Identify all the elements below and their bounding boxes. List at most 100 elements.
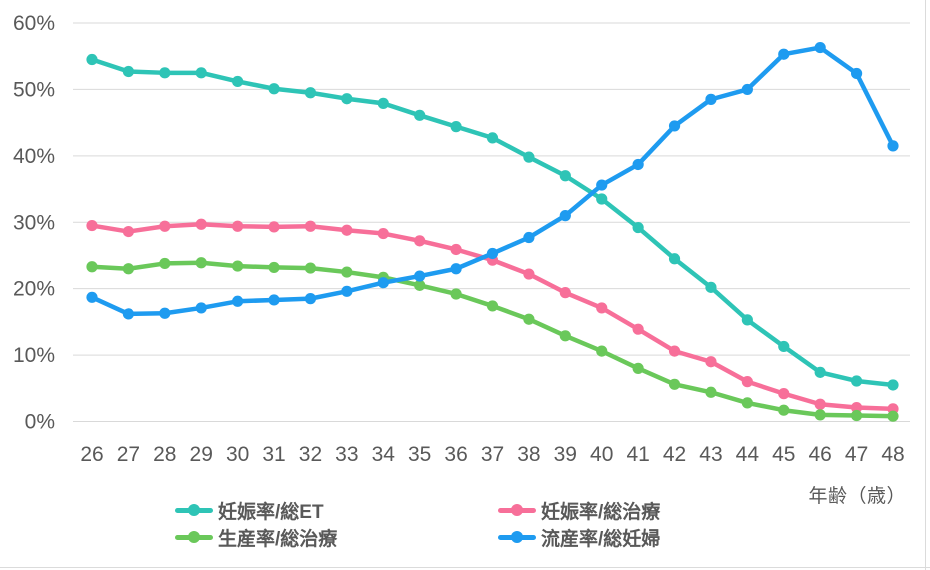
data-point (450, 243, 462, 256)
data-point (668, 253, 681, 265)
data-point (850, 67, 863, 80)
data-point (887, 379, 899, 391)
data-point (195, 257, 207, 269)
legend-dot-icon (188, 531, 200, 543)
x-tick-label: 30 (226, 443, 249, 466)
x-tick-label: 27 (117, 443, 140, 466)
data-point (232, 220, 244, 232)
x-tick-label: 44 (736, 443, 760, 466)
data-point (195, 218, 207, 230)
data-point (887, 410, 899, 422)
data-point (559, 210, 571, 222)
legend-marker-icon (498, 504, 536, 516)
x-tick-label: 34 (372, 443, 396, 466)
data-point (341, 224, 353, 236)
x-tick-label: 38 (517, 443, 540, 466)
y-tick-label: 30% (13, 211, 55, 234)
data-point (86, 261, 98, 273)
data-point (159, 307, 171, 319)
data-point (596, 179, 608, 191)
x-tick-label: 45 (772, 443, 795, 466)
x-tick-label: 39 (554, 443, 577, 466)
data-point (268, 83, 280, 95)
data-point (559, 287, 571, 299)
y-tick-label: 50% (13, 78, 55, 101)
legend-item-3: 流産率/総妊婦 (498, 525, 660, 550)
legend-item-1: 妊娠率/総治療 (498, 498, 660, 523)
data-point (414, 279, 426, 291)
chart-legend: 妊娠率/総ET 妊娠率/総治療 生産率/総治療 流産率/総妊婦 (175, 498, 660, 550)
x-axis-title: 年齢（歳） (808, 486, 906, 507)
data-point (450, 121, 462, 133)
line-chart: 0% 10% 20% 30% 40% 50% 60% 26 27 28 29 30 31 32 33 34 35… (13, 12, 910, 466)
data-point (741, 83, 753, 96)
data-point (304, 87, 317, 99)
data-point (377, 277, 389, 289)
x-tick-label: 28 (153, 443, 176, 466)
data-point (778, 340, 790, 353)
data-point (778, 404, 790, 416)
data-point (632, 362, 644, 374)
x-tick-label: 37 (481, 443, 504, 466)
data-point (122, 263, 135, 275)
data-point (814, 41, 826, 54)
x-tick-label: 40 (590, 443, 613, 466)
y-tick-label: 60% (13, 12, 55, 35)
data-point (814, 409, 826, 421)
legend-item-0: 妊娠率/総ET (175, 498, 498, 523)
data-point (268, 294, 280, 306)
data-point (741, 376, 753, 388)
data-point (86, 53, 98, 66)
legend-dot-icon (188, 504, 200, 516)
data-point (523, 268, 535, 280)
data-point (778, 388, 790, 400)
data-point (159, 220, 171, 232)
data-point (232, 260, 244, 272)
y-tick-label: 0% (25, 411, 55, 434)
data-point (450, 288, 462, 300)
data-point (705, 281, 717, 293)
data-point (778, 48, 790, 60)
data-point (195, 67, 207, 79)
data-point (377, 227, 389, 240)
data-point (304, 262, 317, 274)
data-point (304, 293, 317, 305)
x-tick-label: 47 (845, 443, 868, 466)
data-point (850, 401, 863, 414)
legend-marker-icon (175, 531, 213, 543)
data-point (814, 398, 826, 410)
data-point (486, 300, 499, 312)
legend-dot-icon (511, 531, 523, 543)
x-tick-label: 48 (881, 443, 904, 466)
data-point (122, 225, 135, 238)
x-tick-label: 41 (626, 443, 649, 466)
data-point (377, 97, 389, 109)
x-tick-label: 26 (80, 443, 103, 466)
data-point (887, 140, 899, 152)
data-point (668, 120, 681, 132)
data-point (596, 302, 608, 314)
legend-marker-icon (498, 531, 536, 543)
data-point (559, 170, 571, 182)
data-point (341, 266, 353, 278)
data-point (159, 257, 171, 270)
data-point (632, 323, 644, 335)
data-point (86, 219, 98, 232)
data-point (486, 132, 499, 144)
data-point (596, 193, 608, 205)
data-point (523, 231, 535, 244)
y-tick-label: 20% (13, 278, 55, 301)
x-tick-label: 36 (444, 443, 467, 466)
data-point (414, 235, 426, 247)
data-point (559, 330, 571, 342)
data-point (414, 270, 426, 282)
x-tick-label: 42 (663, 443, 686, 466)
legend-marker-icon (175, 504, 213, 516)
data-point (122, 308, 135, 320)
data-point (268, 261, 280, 274)
x-tick-label: 31 (262, 443, 285, 466)
right-edge-line (925, 0, 926, 570)
x-tick-label: 43 (699, 443, 722, 466)
x-tick-label: 32 (299, 443, 322, 466)
data-point (741, 397, 753, 409)
